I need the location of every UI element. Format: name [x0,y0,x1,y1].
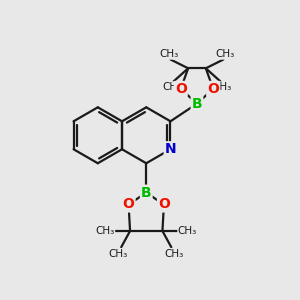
Text: CH₃: CH₃ [165,249,184,259]
Text: B: B [192,97,202,111]
Text: CH₃: CH₃ [215,49,235,59]
Text: CH₃: CH₃ [162,82,182,92]
Text: O: O [158,197,170,212]
Text: CH₃: CH₃ [178,226,197,236]
Text: O: O [175,82,187,96]
Text: O: O [123,197,134,212]
Text: CH₃: CH₃ [159,49,178,59]
Text: CH₃: CH₃ [212,82,232,92]
Text: O: O [207,82,219,96]
Text: B: B [141,186,152,200]
Text: CH₃: CH₃ [95,226,115,236]
Text: N: N [165,142,176,156]
Text: CH₃: CH₃ [109,249,128,259]
